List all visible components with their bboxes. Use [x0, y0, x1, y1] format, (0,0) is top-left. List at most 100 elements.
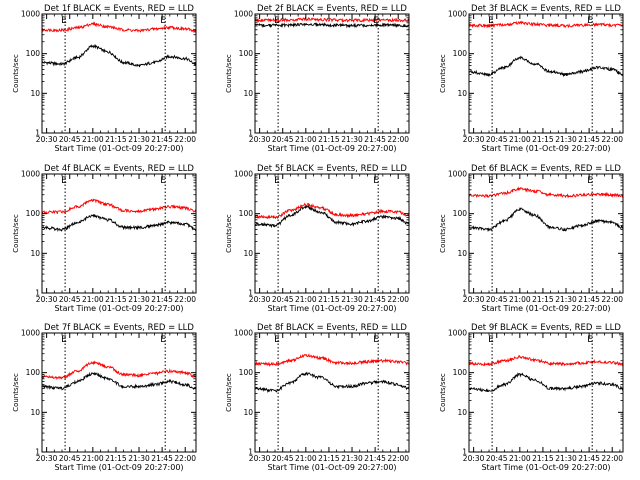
x-tick-label: 21:45 — [364, 295, 386, 304]
lld-trace — [41, 198, 196, 215]
marker-label: E — [160, 16, 166, 26]
x-tick-label: 20:45 — [486, 454, 508, 463]
x-tick-label: 22:00 — [387, 135, 409, 144]
panel-det-7: Det 7f BLACK = Events, RED = LLD E E 1 10 100… — [12, 323, 197, 472]
y-axis-label: Counts/sec — [12, 214, 20, 253]
x-tick-label: 21:15 — [105, 454, 127, 463]
x-tick-label: 21:00 — [509, 295, 531, 304]
x-tick-label: 21:30 — [555, 295, 577, 304]
y-axis-label: Counts/sec — [12, 373, 20, 412]
y-tick-label: 10 — [30, 249, 40, 258]
x-tick-label: 21:15 — [532, 454, 554, 463]
events-trace — [468, 55, 624, 78]
plot-frame — [254, 173, 410, 294]
x-axis-label: Start Time (01-Oct-09 20:27:00) — [54, 304, 183, 313]
x-tick-label: 21:30 — [555, 454, 577, 463]
x-tick-label: 21:00 — [509, 454, 531, 463]
marker-label: E — [488, 16, 494, 26]
x-tick-label: 21:30 — [128, 454, 150, 463]
x-tick-label: 21:45 — [364, 454, 386, 463]
x-tick-label: 21:30 — [128, 135, 150, 144]
lld-trace — [254, 353, 410, 367]
marker-label: E — [587, 16, 593, 26]
y-axis-label: Counts/sec — [439, 54, 447, 93]
lld-trace — [41, 360, 197, 381]
marker-label: E — [274, 335, 280, 345]
panel-title: Det 6f BLACK = Events, RED = LLD — [471, 164, 621, 174]
x-tick-label: 20:45 — [272, 295, 294, 304]
events-trace — [468, 372, 624, 393]
y-tick-label: 1 — [248, 289, 253, 298]
x-tick-label: 21:45 — [151, 135, 173, 144]
y-tick-label: 100 — [453, 209, 468, 218]
panel-title: Det 9f BLACK = Events, RED = LLD — [471, 323, 621, 333]
plot-frame — [468, 173, 624, 294]
y-tick-label: 1000 — [234, 329, 253, 338]
marker-label: E — [373, 176, 379, 186]
y-tick-label: 1000 — [448, 170, 467, 179]
y-tick-label: 100 — [453, 49, 468, 58]
y-tick-label: 1000 — [21, 170, 40, 179]
y-tick-label: 1 — [462, 448, 467, 457]
y-tick-label: 1000 — [234, 10, 253, 19]
x-tick-label: 21:00 — [82, 135, 104, 144]
x-axis-label: Start Time (01-Oct-09 20:27:00) — [481, 144, 610, 153]
marker-label: E — [488, 335, 494, 345]
x-tick-label: 22:00 — [601, 295, 623, 304]
panel-title: Det 7f BLACK = Events, RED = LLD — [44, 323, 194, 333]
y-tick-label: 1 — [248, 448, 253, 457]
panel-title: Det 2f BLACK = Events, RED = LLD — [257, 4, 407, 14]
x-tick-label: 21:15 — [105, 135, 127, 144]
x-tick-label: 21:15 — [532, 295, 554, 304]
events-trace — [254, 371, 410, 394]
marker-label: E — [373, 335, 379, 345]
x-tick-label: 21:45 — [578, 135, 600, 144]
x-tick-label: 20:30 — [463, 454, 485, 463]
panel-det-9: Det 9f BLACK = Events, RED = LLD E E 1 10 100… — [439, 323, 624, 472]
events-trace — [468, 207, 623, 233]
x-tick-label: 21:45 — [578, 295, 600, 304]
x-tick-label: 20:30 — [36, 454, 58, 463]
panel-det-4: Det 4f BLACK = Events, RED = LLD E E 1 10 100… — [12, 164, 197, 313]
plot-frame — [41, 173, 197, 294]
y-axis-label: Counts/sec — [439, 214, 447, 253]
x-tick-label: 20:45 — [486, 135, 508, 144]
marker-label: E — [160, 176, 166, 186]
plot-frame — [468, 13, 624, 134]
x-tick-label: 21:15 — [318, 295, 340, 304]
y-axis-label: Counts/sec — [225, 54, 233, 93]
marker-label: E — [587, 335, 593, 345]
y-tick-label: 100 — [26, 209, 41, 218]
y-axis-label: Counts/sec — [225, 373, 233, 412]
x-tick-label: 21:45 — [151, 454, 173, 463]
x-axis-label: Start Time (01-Oct-09 20:27:00) — [267, 304, 396, 313]
x-tick-label: 21:30 — [128, 295, 150, 304]
panel-det-3: Det 3f BLACK = Events, RED = LLD E E 1 10 100… — [439, 4, 624, 153]
x-tick-label: 20:30 — [463, 295, 485, 304]
x-tick-label: 22:00 — [601, 454, 623, 463]
plot-frame — [41, 332, 197, 453]
x-tick-label: 21:30 — [341, 295, 363, 304]
lld-trace — [468, 186, 624, 199]
events-trace — [41, 214, 197, 232]
plot-frame — [254, 332, 410, 453]
y-tick-label: 1000 — [21, 329, 40, 338]
plot-frame — [41, 13, 197, 134]
x-tick-label: 21:15 — [105, 295, 127, 304]
x-tick-label: 20:30 — [249, 454, 271, 463]
x-axis-label: Start Time (01-Oct-09 20:27:00) — [54, 144, 183, 153]
y-tick-label: 1 — [462, 129, 467, 138]
y-tick-label: 100 — [239, 368, 254, 377]
panel-det-8: Det 8f BLACK = Events, RED = LLD E E 1 10 100… — [225, 323, 410, 472]
plot-frame — [254, 13, 410, 134]
y-tick-label: 1000 — [448, 10, 467, 19]
lld-trace — [468, 355, 624, 367]
x-tick-label: 20:45 — [59, 295, 81, 304]
x-tick-label: 21:00 — [82, 295, 104, 304]
x-tick-label: 21:00 — [295, 454, 317, 463]
x-tick-label: 22:00 — [174, 135, 196, 144]
x-tick-label: 21:15 — [532, 135, 554, 144]
x-tick-label: 22:00 — [387, 295, 409, 304]
y-tick-label: 10 — [30, 408, 40, 417]
x-tick-label: 20:45 — [272, 454, 294, 463]
